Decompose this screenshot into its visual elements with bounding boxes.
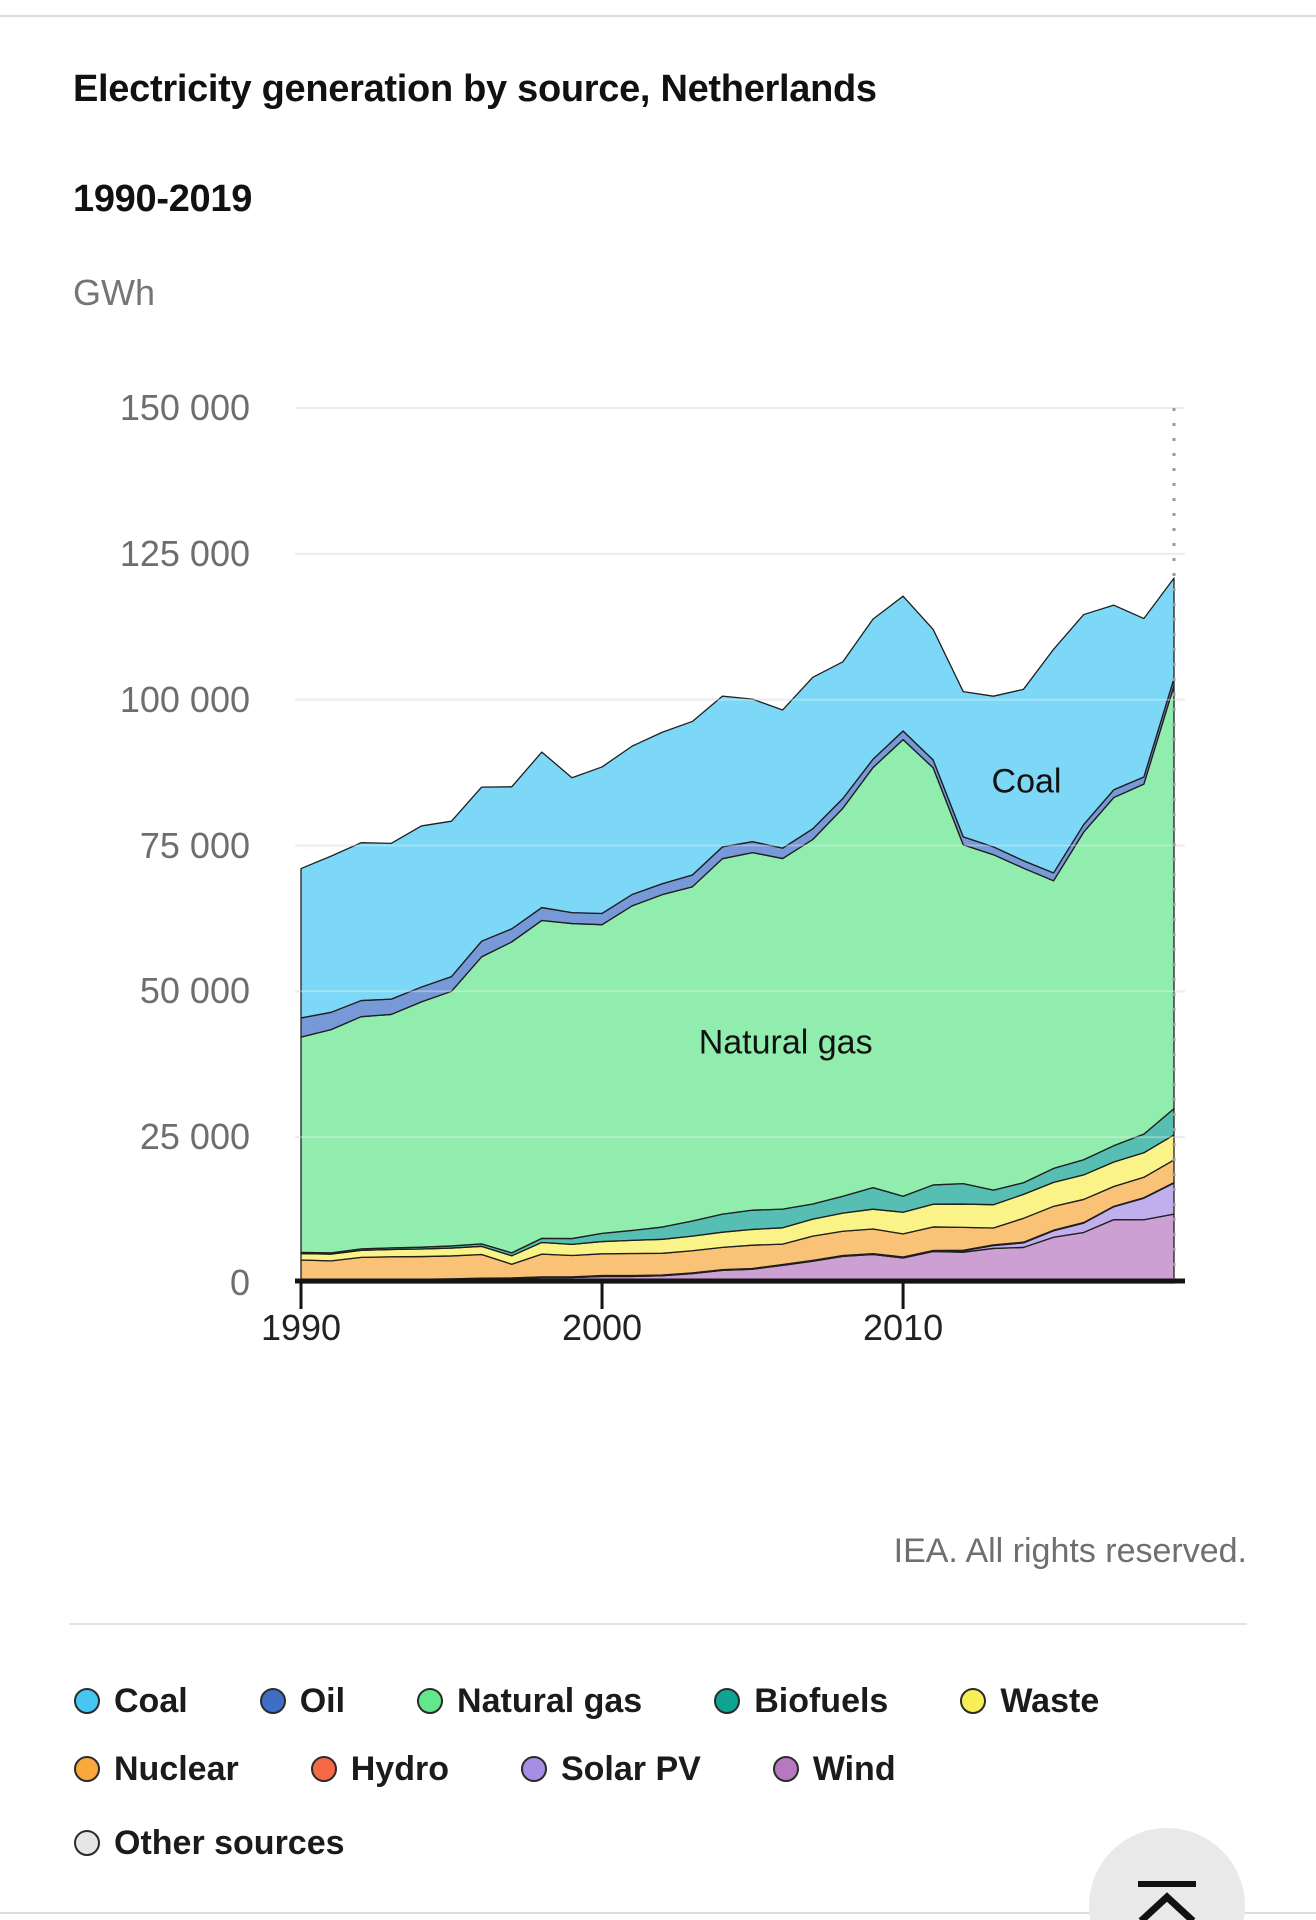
x-tick-label-2000: 2000: [561, 1307, 643, 1348]
legend-item-oil[interactable]: Oil: [259, 1681, 346, 1721]
legend-swatch-hydro: [310, 1756, 337, 1782]
y-tick-label-25000: 25 000: [139, 1116, 250, 1158]
legend-item-nuclear[interactable]: Nuclear: [74, 1750, 239, 1789]
legend-item-other-sources[interactable]: Other sources: [74, 1824, 345, 1863]
y-tick-label-0: 0: [229, 1262, 250, 1303]
x-tick-label-2010: 2010: [863, 1307, 944, 1348]
legend-swatch-natural-gas: [417, 1688, 444, 1714]
legend-swatch-other-sources: [74, 1830, 100, 1856]
legend-swatch-solar-pv: [520, 1756, 547, 1782]
attribution-text: IEA. All rights reserved.: [893, 1532, 1247, 1570]
legend-swatch-coal: [74, 1688, 100, 1714]
legend-item-solar-pv[interactable]: Solar PV: [520, 1749, 701, 1789]
title-line2: 1990-2019: [73, 178, 253, 220]
y-tick-label-50000: 50 000: [139, 970, 250, 1012]
area-label-coal: Coal: [991, 762, 1062, 801]
legend-label: Nuclear: [114, 1749, 239, 1788]
title-line1: Electricity generation by source, Nether…: [73, 68, 877, 110]
legend-row-3: Other sources: [74, 1823, 345, 1863]
y-tick-label-75000: 75 000: [139, 824, 250, 866]
legend-label: Solar PV: [560, 1749, 701, 1788]
unit-label: GWh: [73, 272, 156, 313]
legend-row-1: Coal Oil Natural gas Biofuels Waste: [74, 1681, 1099, 1721]
bottom-border-line: [0, 1912, 1316, 1914]
stacked-area-chart[interactable]: [0, 0, 1316, 1480]
area-label-natural-gas: Natural gas: [698, 1023, 873, 1062]
legend-label: Wind: [812, 1749, 896, 1788]
scroll-to-top-icon: [1138, 1881, 1196, 1920]
y-tick-label-150000: 150 000: [119, 387, 250, 428]
legend-swatch-nuclear: [74, 1756, 100, 1782]
legend-item-biofuels[interactable]: Biofuels: [714, 1682, 888, 1721]
legend-item-waste[interactable]: Waste: [960, 1682, 1099, 1721]
legend-divider: [69, 1623, 1247, 1625]
y-tick-label-125000: 125 000: [119, 532, 250, 574]
y-tick-label-100000: 100 000: [119, 678, 250, 720]
legend-swatch-waste: [960, 1688, 987, 1714]
legend-label: Biofuels: [754, 1681, 889, 1720]
legend-label: Waste: [1000, 1681, 1100, 1720]
legend-label: Hydro: [350, 1749, 449, 1788]
legend-item-coal[interactable]: Coal: [74, 1682, 188, 1721]
scroll-to-top-button[interactable]: [1089, 1828, 1245, 1920]
legend-swatch-oil: [259, 1688, 286, 1714]
legend-item-hydro[interactable]: Hydro: [310, 1749, 449, 1789]
legend-label: Coal: [114, 1681, 188, 1720]
legend-item-wind[interactable]: Wind: [772, 1749, 896, 1789]
legend-label: Other sources: [114, 1823, 345, 1862]
legend-row-2: Nuclear Hydro Solar PV Wind: [74, 1749, 896, 1789]
legend-label: Natural gas: [457, 1681, 643, 1720]
legend-item-natural-gas[interactable]: Natural gas: [417, 1682, 642, 1721]
legend-swatch-wind: [772, 1756, 799, 1782]
chart-title: Electricity generation by source, Nether…: [73, 62, 1173, 227]
legend-swatch-biofuels: [714, 1688, 741, 1714]
x-tick-label-1990: 1990: [260, 1307, 342, 1348]
top-border-line: [0, 15, 1316, 17]
legend-label: Oil: [299, 1681, 346, 1720]
